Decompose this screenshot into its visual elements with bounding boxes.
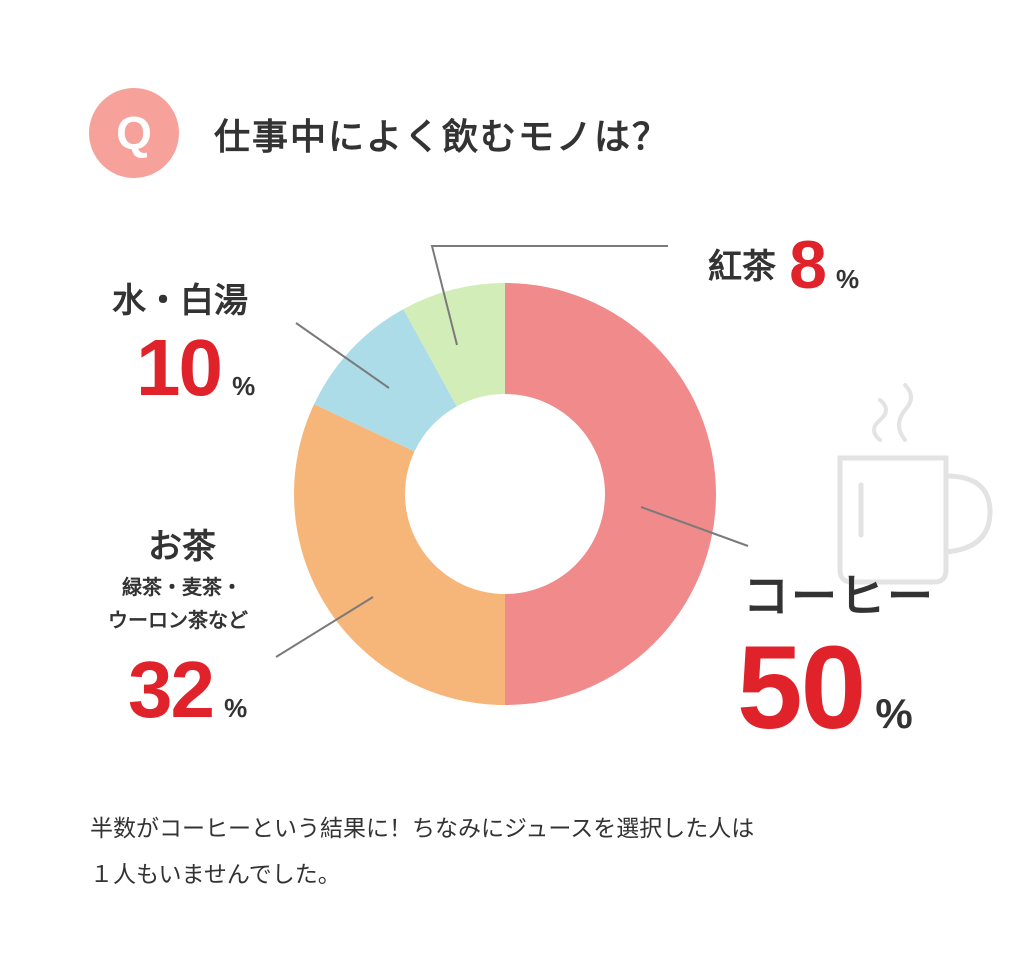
label-water-unit: % [232, 371, 256, 401]
label-ocha: 32 % [128, 644, 247, 736]
caption-line-2: １人もいませんでした。 [90, 862, 341, 888]
donut-slice-ocha [293, 404, 505, 705]
label-water: 10 % [136, 322, 255, 414]
label-ocha-unit: % [224, 693, 248, 723]
label-coffee-unit: % [875, 690, 913, 737]
leader-line-tea [430, 245, 668, 346]
caption: 半数がコーヒーという結果に！ちなみにジュースを選択した人は １人もいませんでした… [90, 806, 950, 898]
leader-line-coffee [640, 506, 749, 547]
label-ocha-sub1: 緑茶・麦茶・ [122, 575, 242, 599]
caption-line-1: 半数がコーヒーという結果に！ちなみにジュースを選択した人は [90, 816, 755, 842]
label-ocha-sub2: ウーロン茶など [108, 608, 248, 632]
label-coffee: 50 % [737, 620, 913, 756]
question-badge: Q [89, 88, 179, 178]
label-coffee-name: コーヒー [743, 569, 935, 623]
donut-slice-coffee [505, 283, 716, 705]
label-ocha-value: 32 [128, 645, 215, 734]
label-water-value: 10 [136, 323, 223, 412]
donut-slice-tea [403, 283, 505, 407]
label-tea-unit: % [836, 264, 860, 294]
label-coffee-value: 50 [737, 622, 866, 754]
label-water-name: 水・白湯 [112, 281, 248, 321]
donut-slice-water [314, 309, 457, 452]
leader-line-water [295, 322, 390, 389]
coffee-mug-icon [837, 383, 993, 585]
leader-lines [275, 245, 749, 658]
label-tea-value: 8 [789, 227, 827, 303]
label-ocha-name: お茶 [148, 527, 216, 567]
label-tea-name: 紅茶 [708, 247, 776, 287]
leader-line-ocha [275, 596, 374, 658]
label-tea: 紅茶 8 % [708, 226, 859, 304]
question-title: 仕事中によく飲むモノは？ [214, 117, 671, 158]
